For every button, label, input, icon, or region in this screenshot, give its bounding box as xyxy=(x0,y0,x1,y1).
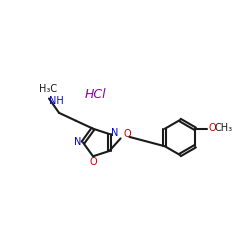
Text: O: O xyxy=(89,157,97,167)
Text: NH: NH xyxy=(49,96,64,106)
Text: H₃C: H₃C xyxy=(39,84,57,94)
Text: O: O xyxy=(123,129,131,139)
Text: HCl: HCl xyxy=(84,88,106,102)
Text: CH₃: CH₃ xyxy=(215,123,233,133)
Text: N: N xyxy=(111,128,118,138)
Text: O: O xyxy=(208,123,216,133)
Text: N: N xyxy=(74,137,81,147)
